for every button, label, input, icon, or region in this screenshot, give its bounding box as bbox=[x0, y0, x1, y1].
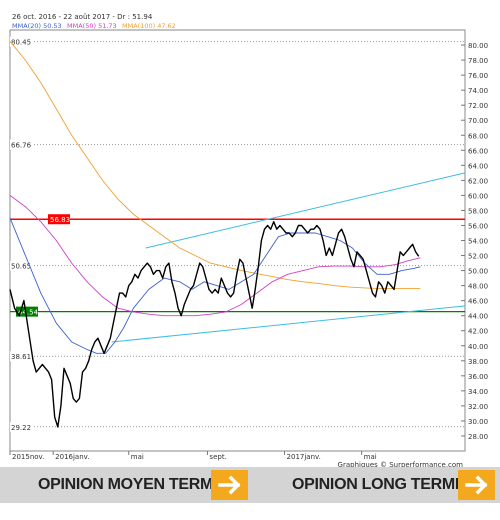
legend-entry: MMA(20) 50.53 bbox=[12, 22, 62, 30]
y-tick-label: 48.00 bbox=[468, 283, 488, 291]
y-tick-label: 56.00 bbox=[468, 222, 488, 230]
opinion-mid-term-label: OPINION MOYEN TERME bbox=[38, 476, 224, 493]
x-tick-label: sept. bbox=[209, 453, 226, 461]
y-tick-label: 28.00 bbox=[468, 433, 488, 441]
level-label: 38.61 bbox=[11, 353, 31, 361]
level-label: 50.65 bbox=[11, 263, 31, 271]
x-tick-label: mai bbox=[131, 453, 144, 461]
y-tick-label: 68.00 bbox=[468, 132, 488, 140]
y-tick-label: 62.00 bbox=[468, 177, 488, 185]
legend-entry: MMA(100) 47.62 bbox=[122, 22, 176, 30]
x-tick-label: mai bbox=[364, 453, 377, 461]
legend-entry: MMA(50) 51.73 bbox=[67, 22, 117, 30]
chart-credit: Graphiques © Surperformance.com bbox=[338, 461, 464, 469]
y-tick-label: 80.00 bbox=[468, 42, 488, 50]
opinion-mid-term-button[interactable] bbox=[211, 470, 248, 500]
y-tick-label: 58.00 bbox=[468, 207, 488, 215]
level-badge bbox=[16, 306, 38, 317]
y-tick-label: 36.00 bbox=[468, 373, 488, 381]
level-label: 66.76 bbox=[11, 142, 32, 150]
y-tick-label: 46.00 bbox=[468, 298, 488, 306]
opinion-footer bbox=[0, 467, 500, 503]
opinion-long-term-label: OPINION LONG TERME bbox=[292, 476, 466, 493]
y-tick-label: 44.00 bbox=[468, 313, 488, 321]
y-tick-label: 30.00 bbox=[468, 418, 488, 426]
level-label: 44.54 bbox=[18, 309, 39, 317]
y-tick-label: 70.00 bbox=[468, 117, 488, 125]
y-tick-label: 64.00 bbox=[468, 162, 488, 170]
y-tick-label: 74.00 bbox=[468, 87, 488, 95]
chart-header: 26 oct. 2016 - 22 août 2017 - Dr : 51.94 bbox=[12, 13, 153, 21]
y-tick-label: 72.00 bbox=[468, 102, 488, 110]
y-tick-label: 42.00 bbox=[468, 328, 488, 336]
x-tick-label: 2015nov. bbox=[12, 453, 44, 461]
trendline-0 bbox=[145, 172, 466, 249]
y-tick-label: 50.00 bbox=[468, 268, 488, 276]
moving-average-line bbox=[9, 195, 421, 317]
plot-area bbox=[9, 29, 466, 452]
level-badge bbox=[10, 351, 32, 362]
level-label: 56.83 bbox=[50, 216, 70, 224]
level-badge bbox=[10, 421, 32, 432]
y-tick-label: 60.00 bbox=[468, 192, 488, 200]
y-tick-label: 32.00 bbox=[468, 403, 488, 411]
y-tick-label: 78.00 bbox=[468, 57, 488, 65]
opinion-long-term-button[interactable] bbox=[458, 470, 495, 500]
y-tick-label: 40.00 bbox=[468, 343, 488, 351]
y-tick-label: 54.00 bbox=[468, 238, 488, 246]
chart-canvas: 28.00 30.00 32.00 34.00 36.00 38.00 40.00 42.00… bbox=[9, 13, 488, 469]
moving-average-line bbox=[9, 41, 421, 290]
level-label: 29.22 bbox=[11, 424, 31, 432]
arrow-right-icon bbox=[465, 475, 488, 495]
level-label: 80.45 bbox=[11, 39, 31, 47]
x-tick-label: 2016janv. bbox=[55, 453, 89, 461]
level-badge bbox=[48, 214, 70, 225]
y-tick-label: 76.00 bbox=[468, 72, 488, 80]
price-line bbox=[9, 221, 420, 428]
level-badge bbox=[10, 260, 32, 271]
y-tick-label: 66.00 bbox=[468, 147, 488, 155]
y-tick-label: 38.00 bbox=[468, 358, 488, 366]
arrow-right-icon bbox=[218, 475, 241, 495]
y-tick-label: 34.00 bbox=[468, 388, 488, 396]
x-tick-label: 2017janv. bbox=[287, 453, 321, 461]
y-tick-label: 52.00 bbox=[468, 253, 488, 261]
level-badge bbox=[10, 139, 32, 150]
trendline-1 bbox=[111, 305, 466, 343]
level-badge bbox=[10, 36, 32, 47]
stock-chart: 28.00 30.00 32.00 34.00 36.00 38.00 40.00 42.00… bbox=[9, 13, 488, 469]
